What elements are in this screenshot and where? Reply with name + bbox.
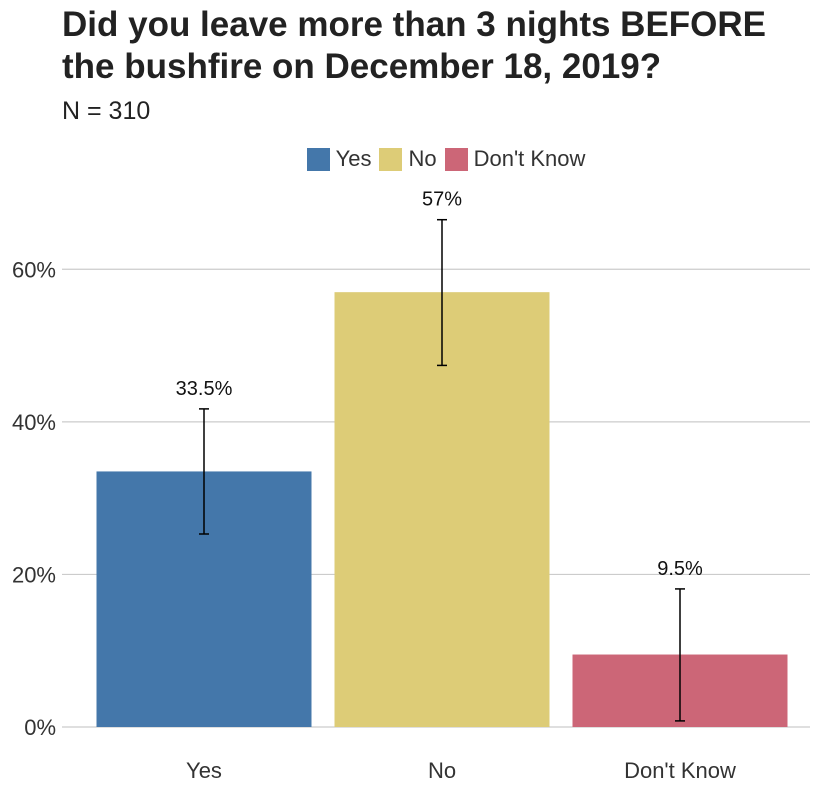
y-tick-label: 20% [12, 562, 56, 587]
data-label: 33.5% [176, 378, 233, 400]
y-tick-label: 40% [12, 410, 56, 435]
legend: Yes No Don't Know [0, 146, 830, 172]
legend-label-no: No [408, 146, 437, 171]
legend-swatch-yes [306, 147, 330, 171]
legend-item-yes: Yes [306, 146, 372, 172]
data-label: 57% [422, 189, 462, 211]
data-label: 9.5% [657, 558, 703, 580]
x-tick-label: Don't Know [624, 758, 736, 783]
legend-item-no: No [379, 146, 437, 172]
legend-item-dont-know: Don't Know [444, 146, 586, 172]
legend-label-yes: Yes [335, 146, 372, 171]
x-tick-label: No [428, 758, 456, 783]
legend-swatch-no [379, 147, 403, 171]
legend-swatch-dont-know [444, 147, 468, 171]
chart-subtitle: N = 310 [62, 97, 151, 125]
x-tick-label: Yes [186, 758, 222, 783]
chart-title: Did you leave more than 3 nights BEFORE … [62, 5, 767, 86]
legend-label-dont-know: Don't Know [473, 146, 586, 171]
y-tick-label: 0% [24, 715, 56, 740]
y-tick-label: 60% [12, 257, 56, 282]
